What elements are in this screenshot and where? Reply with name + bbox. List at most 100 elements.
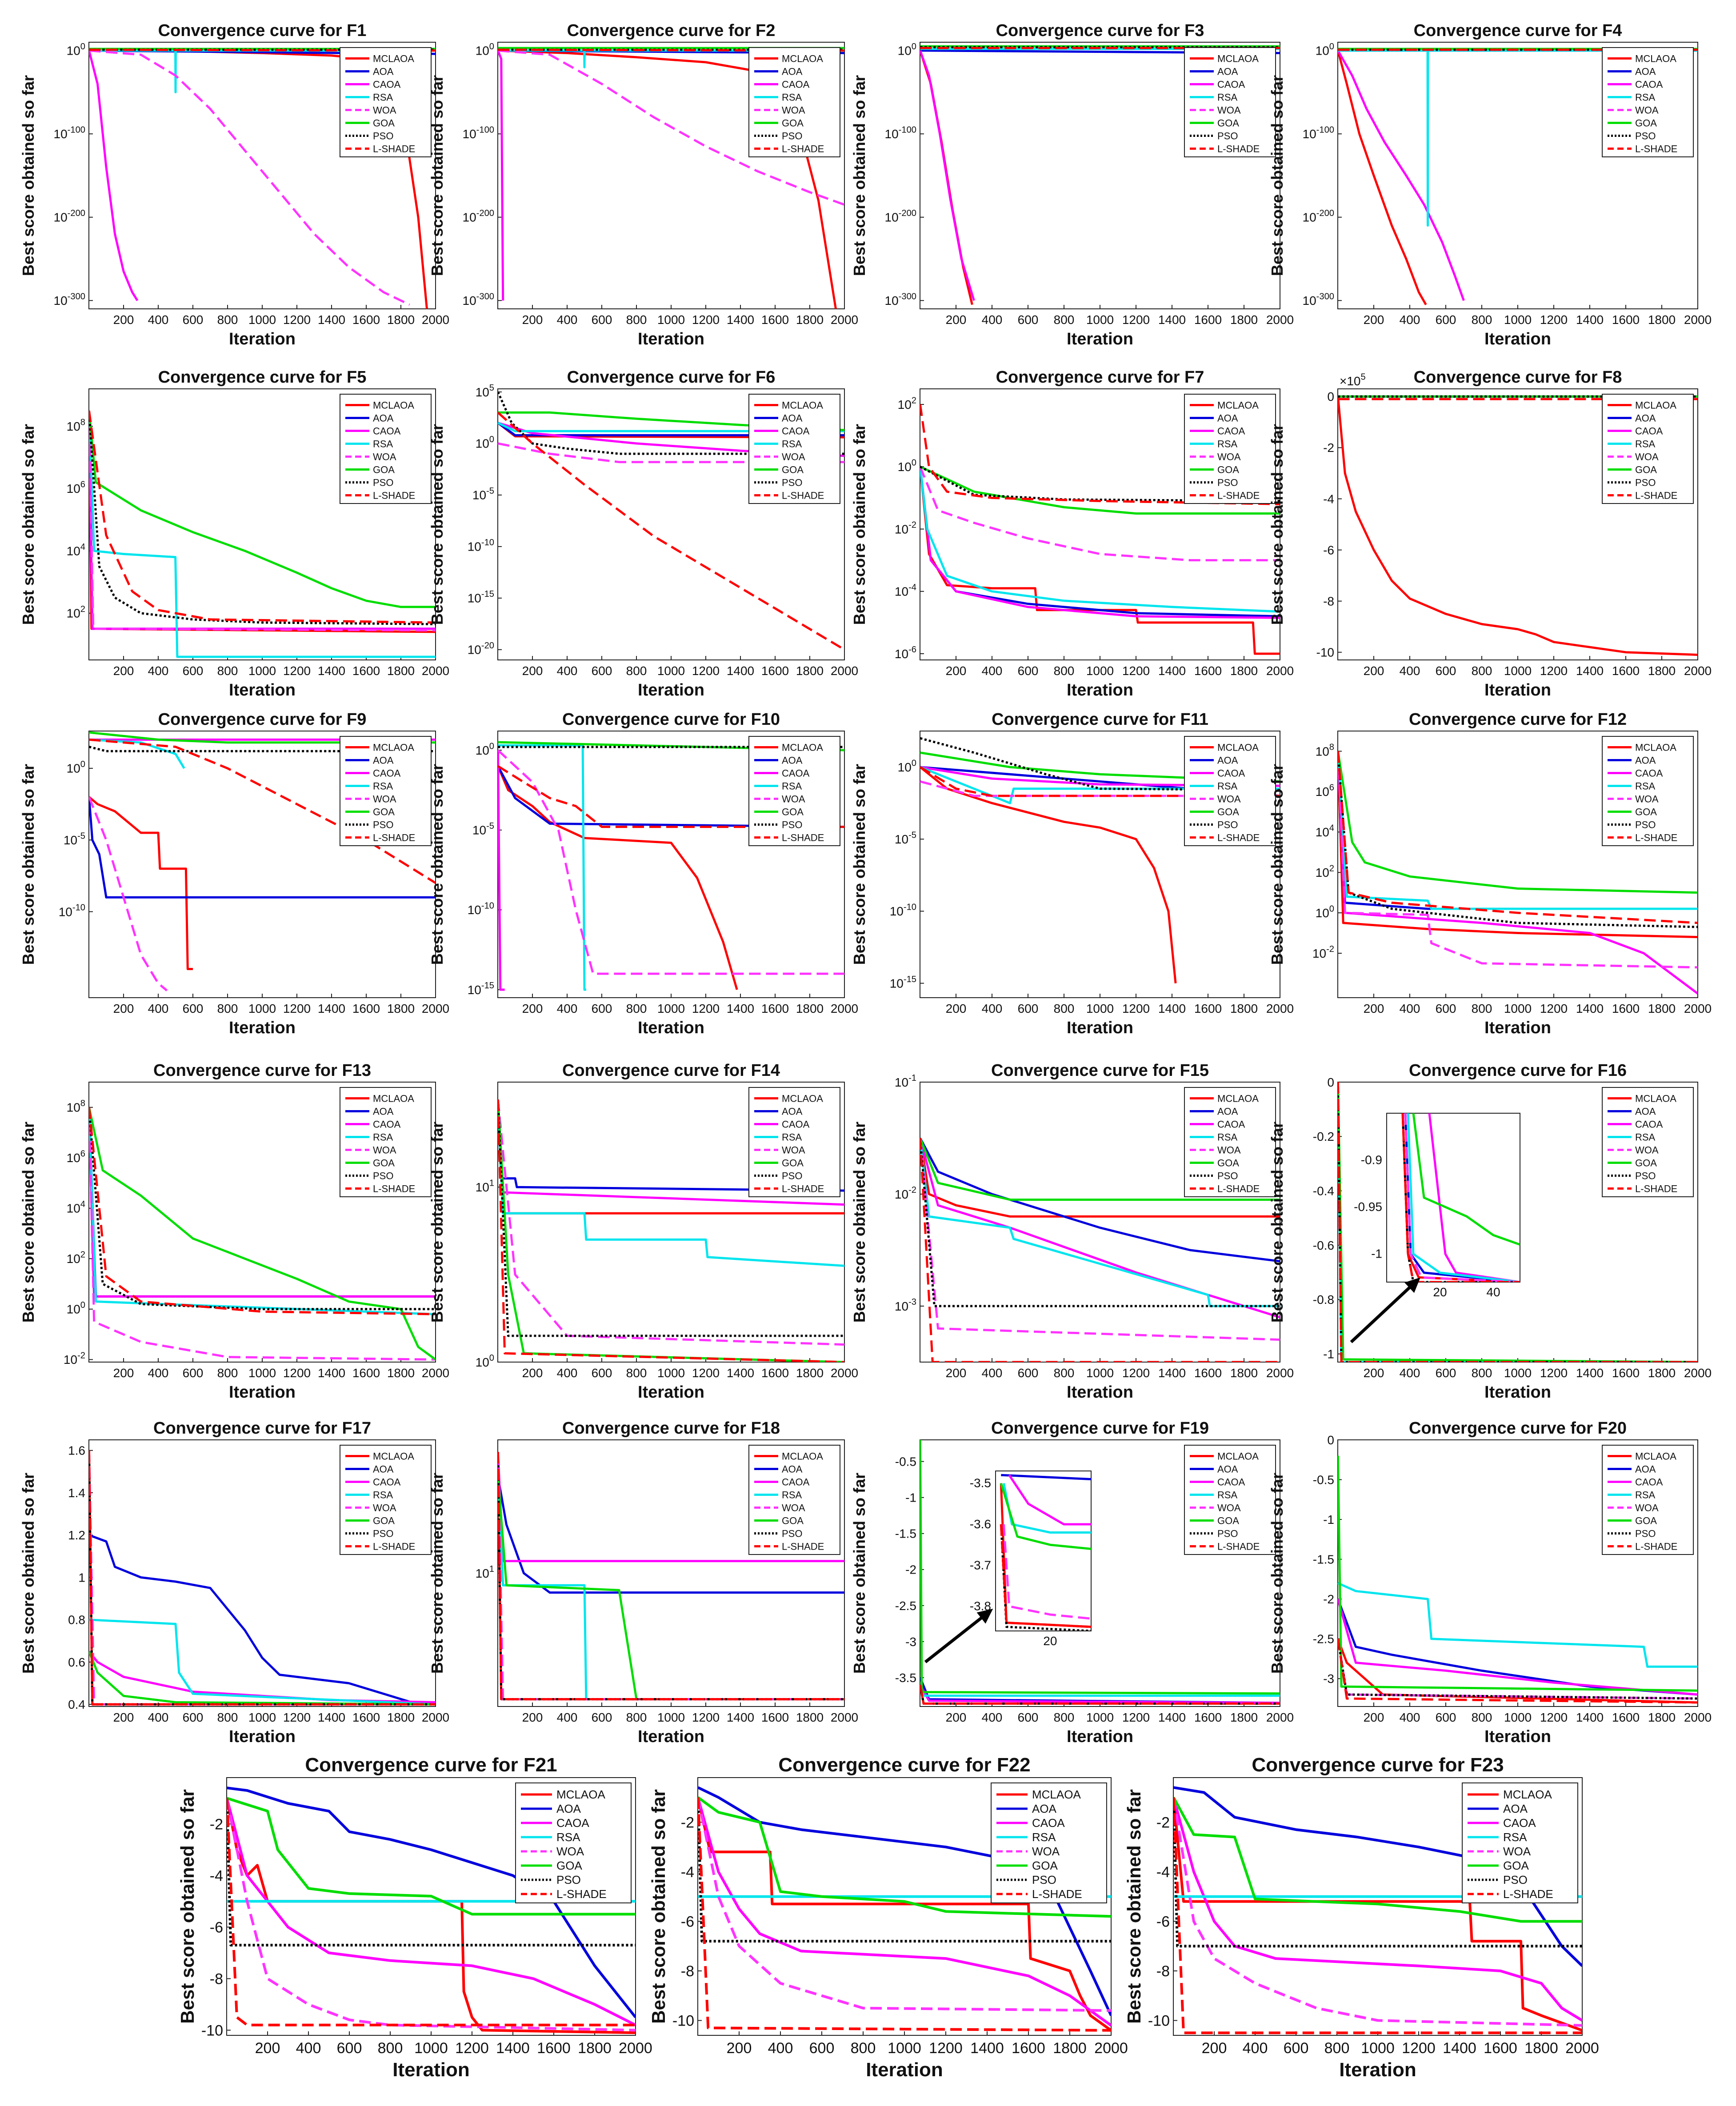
x-tick-label: 400 xyxy=(148,1366,169,1380)
series-line-goa xyxy=(1412,1113,1520,1246)
series-group xyxy=(920,1137,1280,1362)
y-axis-label: Best score obtained so far xyxy=(1268,1122,1286,1323)
y-tick-label: 10-2 xyxy=(1312,944,1334,960)
legend-label: AOA xyxy=(782,1106,803,1117)
legend-label: CAOA xyxy=(373,79,401,90)
legend-label: GOA xyxy=(1217,807,1239,818)
series-line-aoa xyxy=(498,765,844,828)
legend-label: WOA xyxy=(1635,1145,1659,1156)
legend-label: RSA xyxy=(782,1132,802,1143)
series-line-l-shade xyxy=(1173,1797,1582,2034)
legend-label: CAOA xyxy=(782,1477,810,1488)
legend-label: PSO xyxy=(1217,1171,1238,1182)
x-tick-label: 1000 xyxy=(248,313,276,327)
legend-label: PSO xyxy=(373,1171,393,1182)
y-tick-label: 10-300 xyxy=(885,292,917,308)
x-tick-label: 1800 xyxy=(796,664,824,678)
series-line-l-shade xyxy=(920,1138,1280,1362)
x-tick-label: 1600 xyxy=(1194,313,1222,327)
y-tick-label: -0.5 xyxy=(1313,1473,1334,1487)
legend-label: MCLAOA xyxy=(373,400,414,411)
y-tick-label: -0.2 xyxy=(1313,1130,1334,1143)
x-tick-label: 400 xyxy=(557,1366,578,1380)
legend-label: PSO xyxy=(782,477,802,488)
legend-label: CAOA xyxy=(1217,1119,1245,1130)
x-tick-label: 2000 xyxy=(1266,1366,1294,1380)
legend-label: L-SHADE xyxy=(782,1183,824,1195)
y-tick-label: -0.8 xyxy=(1313,1293,1334,1307)
series-line-mclaoa xyxy=(1338,396,1698,656)
legend-label: GOA xyxy=(782,1158,804,1169)
x-tick-label: 1400 xyxy=(318,664,345,678)
x-axis-label: Iteration xyxy=(1067,1727,1133,1746)
legend-label: CAOA xyxy=(1635,1477,1663,1488)
y-axis-label: Best score obtained so far xyxy=(19,424,37,625)
x-tick-label: 1600 xyxy=(761,664,789,678)
legend-box xyxy=(340,1087,432,1197)
x-tick-label: 600 xyxy=(592,664,612,678)
x-tick-label: 600 xyxy=(1436,1002,1456,1015)
series-line-l-shade xyxy=(1401,1113,1520,1282)
x-tick-label: 600 xyxy=(1284,2040,1309,2057)
legend-label: WOA xyxy=(373,452,396,463)
series-line-aoa xyxy=(1173,1786,1582,1967)
legend-label: AOA xyxy=(1032,1802,1057,1815)
x-axis-label: Iteration xyxy=(1484,1727,1551,1746)
x-tick-label: 1600 xyxy=(352,664,380,678)
x-tick-label: 1200 xyxy=(1122,1710,1150,1724)
series-line-pso xyxy=(1000,1524,1091,1631)
legend-label: PSO xyxy=(1635,131,1656,142)
y-tick-label: 100 xyxy=(898,758,916,774)
series-line-l-shade xyxy=(498,765,844,828)
legend-label: RSA xyxy=(782,781,802,792)
y-axis-label: Best score obtained so far xyxy=(850,1473,868,1674)
x-tick-label: 2000 xyxy=(1684,664,1712,678)
x-tick-label: 1800 xyxy=(1230,1366,1258,1380)
x-axis-label: Iteration xyxy=(1484,681,1551,699)
zoom-arrow xyxy=(924,1610,992,1663)
x-tick-label: 2000 xyxy=(831,1002,858,1015)
series-line-rsa xyxy=(89,738,185,769)
y-tick-label: -10 xyxy=(1148,2012,1170,2029)
x-tick-label: 800 xyxy=(1472,1366,1492,1380)
legend-label: L-SHADE xyxy=(1217,1541,1260,1552)
x-tick-label: 200 xyxy=(522,1710,543,1724)
legend-box xyxy=(991,1782,1107,1903)
series-line-mclaoa xyxy=(1173,1797,1582,2032)
y-tick-label: -2 xyxy=(681,1814,694,1831)
y-tick-label: -4 xyxy=(681,1864,694,1881)
x-axis-label: Iteration xyxy=(1067,681,1133,699)
series-line-aoa xyxy=(698,1786,1111,2016)
x-tick-label: 400 xyxy=(982,1002,1003,1015)
x-tick-label: 200 xyxy=(946,1002,967,1015)
x-tick-label: 400 xyxy=(557,1002,578,1015)
x-tick-label: 1600 xyxy=(1612,1002,1640,1015)
y-tick-label: 10-1 xyxy=(895,1073,916,1089)
y-tick-label: 10-15 xyxy=(468,981,494,997)
legend-label: GOA xyxy=(1217,1515,1239,1527)
y-axis-label: Best score obtained so far xyxy=(1124,1789,1144,2023)
x-tick-label: 1800 xyxy=(1053,2040,1087,2057)
legend-label: GOA xyxy=(782,807,804,818)
y-tick-label: -6 xyxy=(1156,1913,1170,1930)
chart-title: Convergence curve for F2 xyxy=(567,21,776,40)
legend-label: RSA xyxy=(1217,92,1238,103)
legend-label: PSO xyxy=(1635,819,1656,831)
legend-label: L-SHADE xyxy=(1635,832,1677,843)
y-tick-label: -2 xyxy=(905,1563,916,1577)
legend-label: L-SHADE xyxy=(373,144,415,155)
inset-y-tick: -3.7 xyxy=(970,1558,991,1572)
legend-label: MCLAOA xyxy=(373,1093,414,1104)
x-tick-label: 1600 xyxy=(1484,2040,1517,2057)
y-tick-label: 10-100 xyxy=(54,125,86,141)
chart-title: Convergence curve for F1 xyxy=(158,21,367,40)
series-line-pso xyxy=(89,746,436,752)
y-tick-label: 100 xyxy=(898,458,916,474)
x-tick-label: 800 xyxy=(217,664,238,678)
y-tick-label: 104 xyxy=(67,542,85,558)
